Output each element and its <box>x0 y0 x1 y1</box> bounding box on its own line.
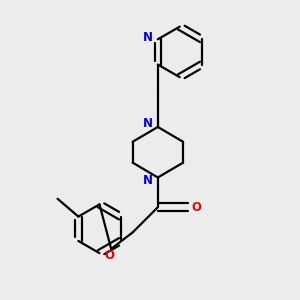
Text: N: N <box>142 118 152 130</box>
Text: N: N <box>143 31 153 44</box>
Text: O: O <box>191 201 202 214</box>
Text: N: N <box>142 174 152 187</box>
Text: O: O <box>104 249 114 262</box>
